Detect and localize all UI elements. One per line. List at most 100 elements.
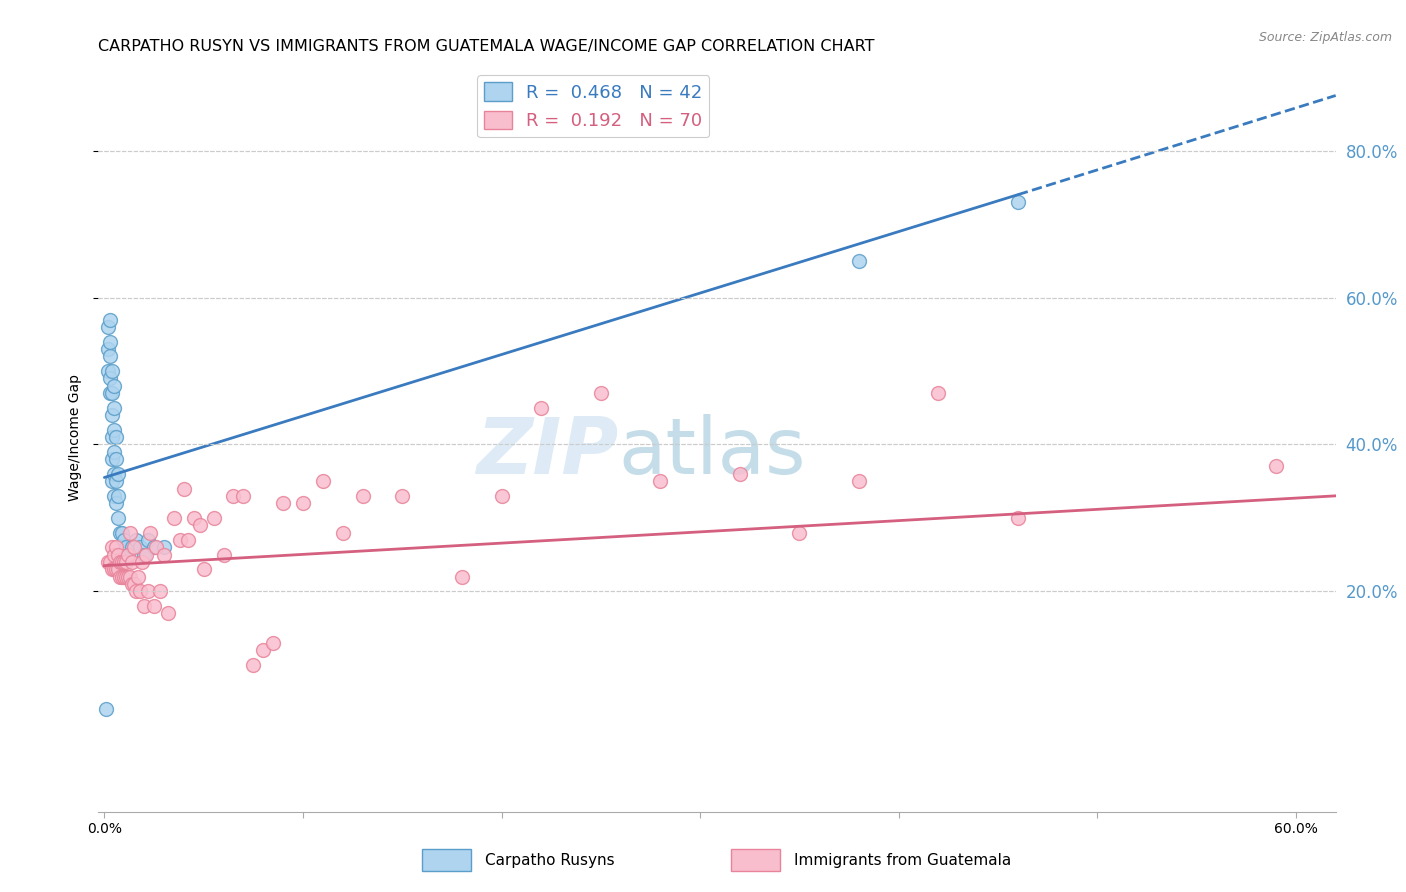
Point	[163, 511, 186, 525]
Point	[105, 430, 128, 444]
Point	[728, 467, 751, 481]
Point	[153, 548, 176, 562]
Point	[127, 569, 149, 583]
Point	[98, 371, 121, 385]
Point	[122, 577, 145, 591]
Point	[103, 467, 125, 481]
Point	[650, 474, 672, 488]
Point	[153, 541, 176, 555]
Point	[129, 541, 152, 555]
Point	[183, 511, 205, 525]
Point	[121, 555, 143, 569]
Y-axis label: Wage/Income Gap: Wage/Income Gap	[67, 374, 82, 500]
Point	[173, 482, 195, 496]
Point	[120, 569, 142, 583]
Point	[103, 548, 125, 562]
Point	[252, 643, 274, 657]
Point	[125, 584, 148, 599]
Point	[111, 569, 134, 583]
Point	[103, 423, 125, 437]
Point	[139, 525, 162, 540]
Point	[391, 489, 413, 503]
Point	[927, 386, 949, 401]
Point	[103, 489, 125, 503]
Point	[132, 599, 155, 613]
Point	[115, 541, 138, 555]
Point	[107, 548, 129, 562]
Point	[112, 533, 135, 547]
Text: ZIP: ZIP	[475, 414, 619, 490]
Point	[98, 386, 121, 401]
Point	[117, 569, 139, 583]
Point	[271, 496, 294, 510]
Legend: R =  0.468   N = 42, R =  0.192   N = 70: R = 0.468 N = 42, R = 0.192 N = 70	[477, 75, 710, 137]
Point	[212, 548, 235, 562]
Point	[291, 496, 314, 510]
Point	[107, 511, 129, 525]
Point	[222, 489, 245, 503]
Point	[136, 533, 159, 547]
Point	[105, 562, 128, 576]
Point	[848, 474, 870, 488]
Text: Carpatho Rusyns: Carpatho Rusyns	[485, 854, 614, 868]
Point	[110, 525, 132, 540]
Point	[97, 319, 120, 334]
Point	[149, 584, 172, 599]
Point	[101, 474, 124, 488]
Text: Source: ZipAtlas.com: Source: ZipAtlas.com	[1258, 31, 1392, 45]
Point	[111, 525, 134, 540]
Point	[103, 378, 125, 392]
Point	[848, 253, 870, 268]
Text: atlas: atlas	[619, 414, 806, 490]
Point	[132, 548, 155, 562]
Point	[101, 430, 124, 444]
Point	[530, 401, 553, 415]
Point	[101, 386, 124, 401]
Point	[352, 489, 374, 503]
Point	[98, 555, 121, 569]
Point	[107, 562, 129, 576]
Text: Immigrants from Guatemala: Immigrants from Guatemala	[794, 854, 1012, 868]
Point	[122, 541, 145, 555]
Point	[202, 511, 225, 525]
Point	[129, 584, 152, 599]
Point	[103, 444, 125, 458]
Point	[98, 349, 121, 363]
Point	[98, 312, 121, 326]
Point	[110, 555, 132, 569]
Point	[103, 401, 125, 415]
Point	[136, 584, 159, 599]
Point	[135, 548, 157, 562]
Point	[101, 408, 124, 422]
Point	[111, 555, 134, 569]
Point	[105, 541, 128, 555]
Point	[1265, 459, 1288, 474]
Point	[188, 518, 211, 533]
Point	[312, 474, 335, 488]
Point	[1007, 511, 1029, 525]
Point	[98, 334, 121, 349]
Point	[262, 636, 284, 650]
Point	[105, 474, 128, 488]
Point	[143, 599, 166, 613]
Point	[789, 525, 811, 540]
Point	[112, 569, 135, 583]
Point	[121, 577, 143, 591]
Point	[242, 657, 264, 672]
Point	[110, 569, 132, 583]
Point	[156, 607, 179, 621]
Point	[101, 452, 124, 467]
Point	[105, 452, 128, 467]
Point	[101, 364, 124, 378]
Point	[107, 467, 129, 481]
Point	[101, 541, 124, 555]
Point	[96, 702, 118, 716]
Point	[103, 562, 125, 576]
Point	[97, 555, 120, 569]
Point	[107, 489, 129, 503]
Point	[169, 533, 191, 547]
Point	[193, 562, 215, 576]
Point	[101, 562, 124, 576]
Point	[177, 533, 200, 547]
Point	[589, 386, 612, 401]
